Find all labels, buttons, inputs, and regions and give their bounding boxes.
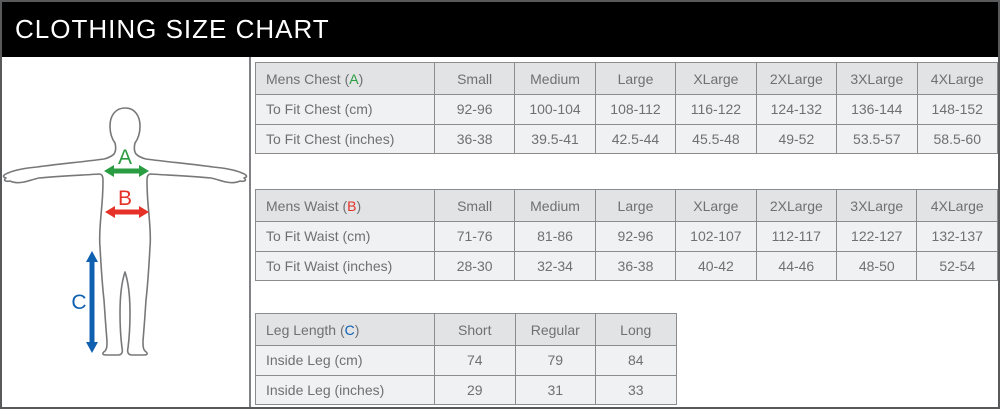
size-value-cell: 45.5-48 [675,123,757,154]
size-value-cell: 122-127 [836,221,918,252]
size-value-cell: 32-34 [514,250,596,281]
table-title-text: Mens Chest ( [266,70,350,87]
table-row: Inside Leg (inches) 29 31 33 [255,374,677,405]
size-column-header: Regular [514,313,596,346]
table-title-letter: B [347,197,357,214]
table-header-row: Mens Waist (B) Small Medium Large XLarge… [255,189,998,222]
size-value-cell: 33 [595,374,677,405]
table-header-row: Leg Length (C) Short Regular Long [255,313,677,346]
size-column-header: Medium [514,189,596,222]
size-column-header: Short [434,313,516,346]
size-value-cell: 112-117 [755,221,838,252]
size-value-cell: 44-46 [755,250,838,281]
table-title-text: Mens Waist ( [266,197,348,214]
size-column-header: Large [594,62,677,95]
table-row: To Fit Chest (inches) 36-38 39.5-41 42.5… [255,123,998,154]
size-value-cell: 79 [514,345,596,376]
size-value-cell: 108-112 [594,94,677,125]
size-value-cell: 102-107 [675,221,757,252]
size-value-cell: 116-122 [675,94,757,125]
row-label: To Fit Chest (inches) [255,123,435,154]
size-value-cell: 148-152 [916,94,998,125]
size-column-header: Large [594,189,677,222]
size-column-header: XLarge [675,189,757,222]
table-title-text: Leg Length ( [266,321,345,338]
size-value-cell: 100-104 [514,94,596,125]
row-label: Inside Leg (cm) [255,345,435,376]
size-value-cell: 124-132 [755,94,838,125]
size-column-header: 2XLarge [755,189,838,222]
table-title-letter: C [344,321,355,338]
table-title-mens-chest: Mens Chest (A) [255,62,435,95]
size-value-cell: 132-137 [916,221,998,252]
waist-measure-label: B [118,187,132,210]
size-column-header: 4XLarge [916,189,998,222]
size-value-cell: 48-50 [836,250,918,281]
size-value-cell: 84 [595,345,677,376]
size-value-cell: 53.5-57 [836,123,918,154]
waist-measure-arrow [105,206,149,218]
mens-chest-table: Mens Chest (A) Small Medium Large XLarge… [255,62,998,154]
table-title-mens-waist: Mens Waist (B) [255,189,435,222]
table-row: Inside Leg (cm) 74 79 84 [255,345,677,376]
size-value-cell: 74 [434,345,516,376]
size-value-cell: 28-30 [433,250,516,281]
table-row: To Fit Waist (inches) 28-30 32-34 36-38 … [255,250,998,281]
row-label: Inside Leg (inches) [255,374,435,405]
chest-measure-arrow [104,165,149,177]
size-value-cell: 40-42 [675,250,757,281]
leg-measure-label: C [71,291,86,314]
size-value-cell: 36-38 [594,250,677,281]
table-title-letter: A [349,70,359,87]
size-column-header: XLarge [675,62,757,95]
row-label: To Fit Waist (cm) [255,221,435,252]
table-title-leg-length: Leg Length (C) [255,313,435,346]
title-bar: CLOTHING SIZE CHART [2,2,998,57]
leg-measure-arrow [86,251,98,353]
size-value-cell: 42.5-44 [594,123,677,154]
page-title: CLOTHING SIZE CHART [15,14,330,44]
table-title-text: ) [356,197,362,214]
size-value-cell: 92-96 [433,94,516,125]
size-column-header: 4XLarge [916,62,998,95]
table-title-text: ) [354,321,360,338]
size-value-cell: 49-52 [755,123,838,154]
size-column-header: 3XLarge [836,189,918,222]
chest-measure-label: A [118,146,132,169]
size-value-cell: 52-54 [916,250,998,281]
size-column-header: 2XLarge [755,62,838,95]
size-value-cell: 58.5-60 [916,123,998,154]
size-value-cell: 31 [514,374,596,405]
table-title-text: ) [358,70,364,87]
size-value-cell: 81-86 [514,221,596,252]
row-label: To Fit Chest (cm) [255,94,435,125]
body-outline [2,107,248,356]
size-column-header: 3XLarge [836,62,918,95]
size-value-cell: 39.5-41 [514,123,596,154]
size-value-cell: 71-76 [433,221,516,252]
leg-length-table: Leg Length (C) Short Regular Long Inside… [255,313,677,405]
body-figure-svg: A B C [2,107,248,356]
table-header-row: Mens Chest (A) Small Medium Large XLarge… [255,62,998,95]
size-column-header: Long [595,313,677,346]
size-column-header: Small [433,189,516,222]
size-column-header: Medium [514,62,596,95]
size-value-cell: 29 [434,374,516,405]
row-label: To Fit Waist (inches) [255,250,435,281]
table-row: To Fit Chest (cm) 92-96 100-104 108-112 … [255,94,998,125]
table-row: To Fit Waist (cm) 71-76 81-86 92-96 102-… [255,221,998,252]
size-column-header: Small [433,62,516,95]
mens-waist-table: Mens Waist (B) Small Medium Large XLarge… [255,189,998,281]
size-value-cell: 136-144 [836,94,918,125]
figure-panel: A B C [2,57,251,407]
size-value-cell: 92-96 [594,221,677,252]
size-value-cell: 36-38 [433,123,516,154]
